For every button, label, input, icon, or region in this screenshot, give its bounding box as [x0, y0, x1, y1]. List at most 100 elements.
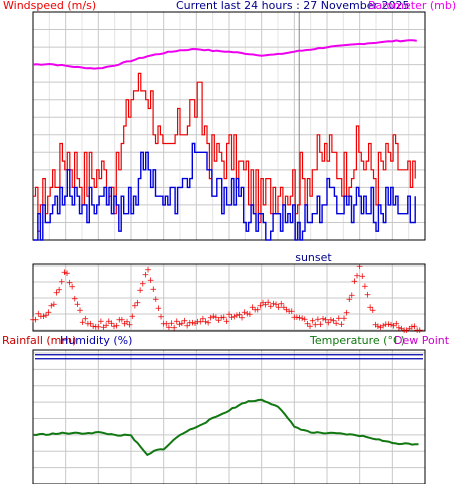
direction-point: +: [356, 262, 364, 272]
direction-point: +: [319, 314, 327, 324]
direction-point: +: [267, 302, 275, 312]
direction-point: +: [254, 306, 262, 316]
direction-point: +: [293, 313, 301, 323]
direction-point: +: [183, 322, 191, 332]
direction-series: ++++++++++++++++++++++++++++++++++++++++…: [29, 262, 423, 336]
direction-point: +: [264, 298, 272, 308]
direction-point: +: [257, 302, 265, 312]
direction-point: +: [398, 324, 406, 334]
direction-point: +: [301, 315, 309, 325]
direction-point: +: [272, 300, 280, 310]
wind-gust-line: [33, 72, 416, 232]
direction-point: +: [95, 323, 103, 333]
direction-point: +: [228, 313, 236, 323]
direction-point: +: [372, 321, 380, 331]
direction-point: +: [108, 319, 116, 329]
direction-point: +: [121, 320, 129, 330]
direction-point: +: [110, 322, 118, 332]
direction-point: +: [126, 321, 134, 331]
direction-point: +: [212, 313, 220, 323]
direction-point: +: [115, 316, 123, 326]
direction-point: +: [345, 295, 353, 305]
direction-point: +: [50, 300, 58, 310]
direction-point: +: [314, 315, 322, 325]
direction-point: +: [113, 321, 121, 331]
direction-point: +: [390, 322, 398, 332]
direction-point: +: [34, 310, 42, 320]
temperature-axis-title: Temperature (°C): [309, 334, 405, 347]
barometer-line: [32, 39, 417, 70]
direction-point: +: [400, 326, 408, 336]
direction-point: +: [277, 300, 285, 310]
direction-point: +: [189, 318, 197, 328]
direction-point: +: [123, 317, 131, 327]
direction-point: +: [416, 326, 424, 336]
direction-point: +: [53, 288, 61, 298]
rainfall-axis-title: Rainfall (mm): [2, 334, 76, 347]
direction-point: +: [105, 317, 113, 327]
direction-point: +: [68, 282, 76, 292]
direction-point: +: [406, 325, 414, 335]
direction-point: +: [238, 314, 246, 324]
direction-point: +: [270, 299, 278, 309]
direction-point: +: [217, 314, 225, 324]
direction-point: +: [379, 322, 387, 332]
temp-panel-frame: [32, 349, 426, 484]
direction-point: +: [353, 272, 361, 282]
direction-point: +: [241, 308, 249, 318]
direction-point: +: [259, 298, 267, 308]
direction-point: +: [364, 290, 372, 300]
direction-point: +: [395, 323, 403, 333]
barometer-axis-title: Barometer (mb): [368, 0, 456, 12]
direction-point: +: [322, 316, 330, 326]
direction-point: +: [152, 295, 160, 305]
direction-point: +: [387, 320, 395, 330]
direction-point: +: [142, 270, 150, 280]
direction-point: +: [144, 266, 152, 276]
direction-point: +: [207, 314, 215, 324]
direction-point: +: [168, 319, 176, 329]
direction-point: +: [361, 282, 369, 292]
direction-point: +: [291, 313, 299, 323]
humidity-axis-title: Humidity (%): [60, 334, 132, 347]
direction-point: +: [411, 322, 419, 332]
direction-point: +: [42, 311, 50, 321]
direction-point: +: [210, 312, 218, 322]
direction-point: +: [100, 323, 108, 333]
direction-point: +: [66, 278, 74, 288]
direction-point: +: [382, 320, 390, 330]
direction-point: +: [369, 306, 377, 316]
direction-point: +: [37, 312, 45, 322]
direction-panel-grid: [33, 264, 425, 331]
direction-point: +: [340, 314, 348, 324]
barometer-series: [32, 39, 417, 70]
direction-point: +: [298, 314, 306, 324]
direction-point: +: [196, 318, 204, 328]
direction-point: +: [348, 291, 356, 301]
direction-point: +: [178, 319, 186, 329]
direction-point: +: [366, 303, 374, 313]
windspeed-axis-title: Windspeed (m/s): [3, 0, 96, 12]
direction-point: +: [186, 319, 194, 329]
direction-point: +: [199, 314, 207, 324]
temp-series: [32, 354, 423, 457]
direction-point: +: [155, 304, 163, 314]
direction-point: +: [32, 316, 40, 326]
direction-point: +: [149, 285, 157, 295]
direction-point: +: [136, 286, 144, 296]
direction-point: +: [102, 321, 110, 331]
direction-point: +: [58, 277, 66, 287]
direction-point: +: [170, 323, 178, 333]
direction-point: +: [71, 294, 79, 304]
direction-point: +: [55, 285, 63, 295]
direction-point: +: [61, 268, 69, 278]
direction-point: +: [374, 322, 382, 332]
direction-point: +: [262, 301, 270, 311]
direction-point: +: [251, 306, 259, 316]
direction-point: +: [249, 303, 257, 313]
direction-point: +: [84, 319, 92, 329]
direction-point: +: [306, 322, 314, 332]
direction-panel-frame: [32, 263, 426, 332]
direction-point: +: [87, 320, 95, 330]
direction-point: +: [92, 322, 100, 332]
